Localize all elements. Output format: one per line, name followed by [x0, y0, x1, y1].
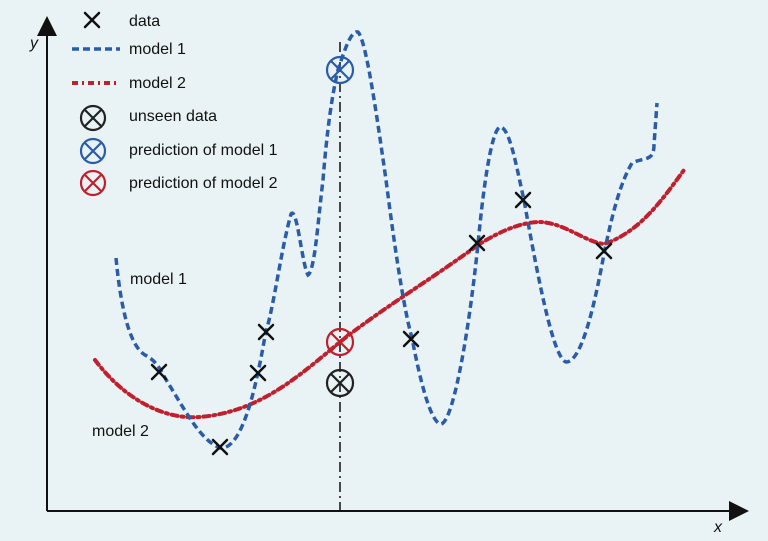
- unseen-data-icon: [79, 104, 107, 132]
- data-point: [468, 234, 486, 252]
- legend-item-data: data: [83, 11, 160, 30]
- svg-text:prediction of model 1: prediction of model 1: [129, 142, 278, 159]
- legend-item-prediction-model-2: prediction of model 2: [79, 169, 278, 197]
- y-axis-label: y: [29, 35, 39, 52]
- model-2-curve-label: model 2: [92, 423, 149, 440]
- x-axis-label: x: [713, 519, 723, 536]
- legend: data model 1 model 2 unseen data predict…: [72, 11, 278, 197]
- prediction-model-2-icon: [79, 169, 107, 197]
- svg-text:prediction of model 2: prediction of model 2: [129, 175, 278, 192]
- data-point: [402, 330, 420, 348]
- data-points: [150, 191, 613, 456]
- svg-text:model 2: model 2: [129, 75, 186, 92]
- data-cross-icon: [83, 11, 101, 29]
- data-point: [257, 323, 275, 341]
- legend-item-model-1: model 1: [72, 41, 186, 58]
- data-point: [211, 438, 229, 456]
- legend-item-prediction-model-1: prediction of model 1: [79, 137, 278, 165]
- model-1-curve-label: model 1: [130, 271, 187, 288]
- prediction-model-1-icon: [79, 137, 107, 165]
- data-point: [595, 242, 613, 260]
- svg-text:model 1: model 1: [129, 41, 186, 58]
- data-point: [514, 191, 532, 209]
- svg-text:data: data: [129, 13, 160, 30]
- data-point: [150, 363, 168, 381]
- prediction-model-2-marker: [325, 327, 355, 357]
- svg-text:unseen data: unseen data: [129, 108, 217, 125]
- unseen-data-marker: [325, 368, 355, 398]
- data-point: [249, 364, 267, 382]
- model-1-curve: [114, 30, 659, 450]
- model-2-curve: [93, 168, 686, 420]
- legend-item-model-2: model 2: [72, 75, 186, 92]
- legend-item-unseen-data: unseen data: [79, 104, 217, 132]
- prediction-model-1-marker: [325, 55, 355, 85]
